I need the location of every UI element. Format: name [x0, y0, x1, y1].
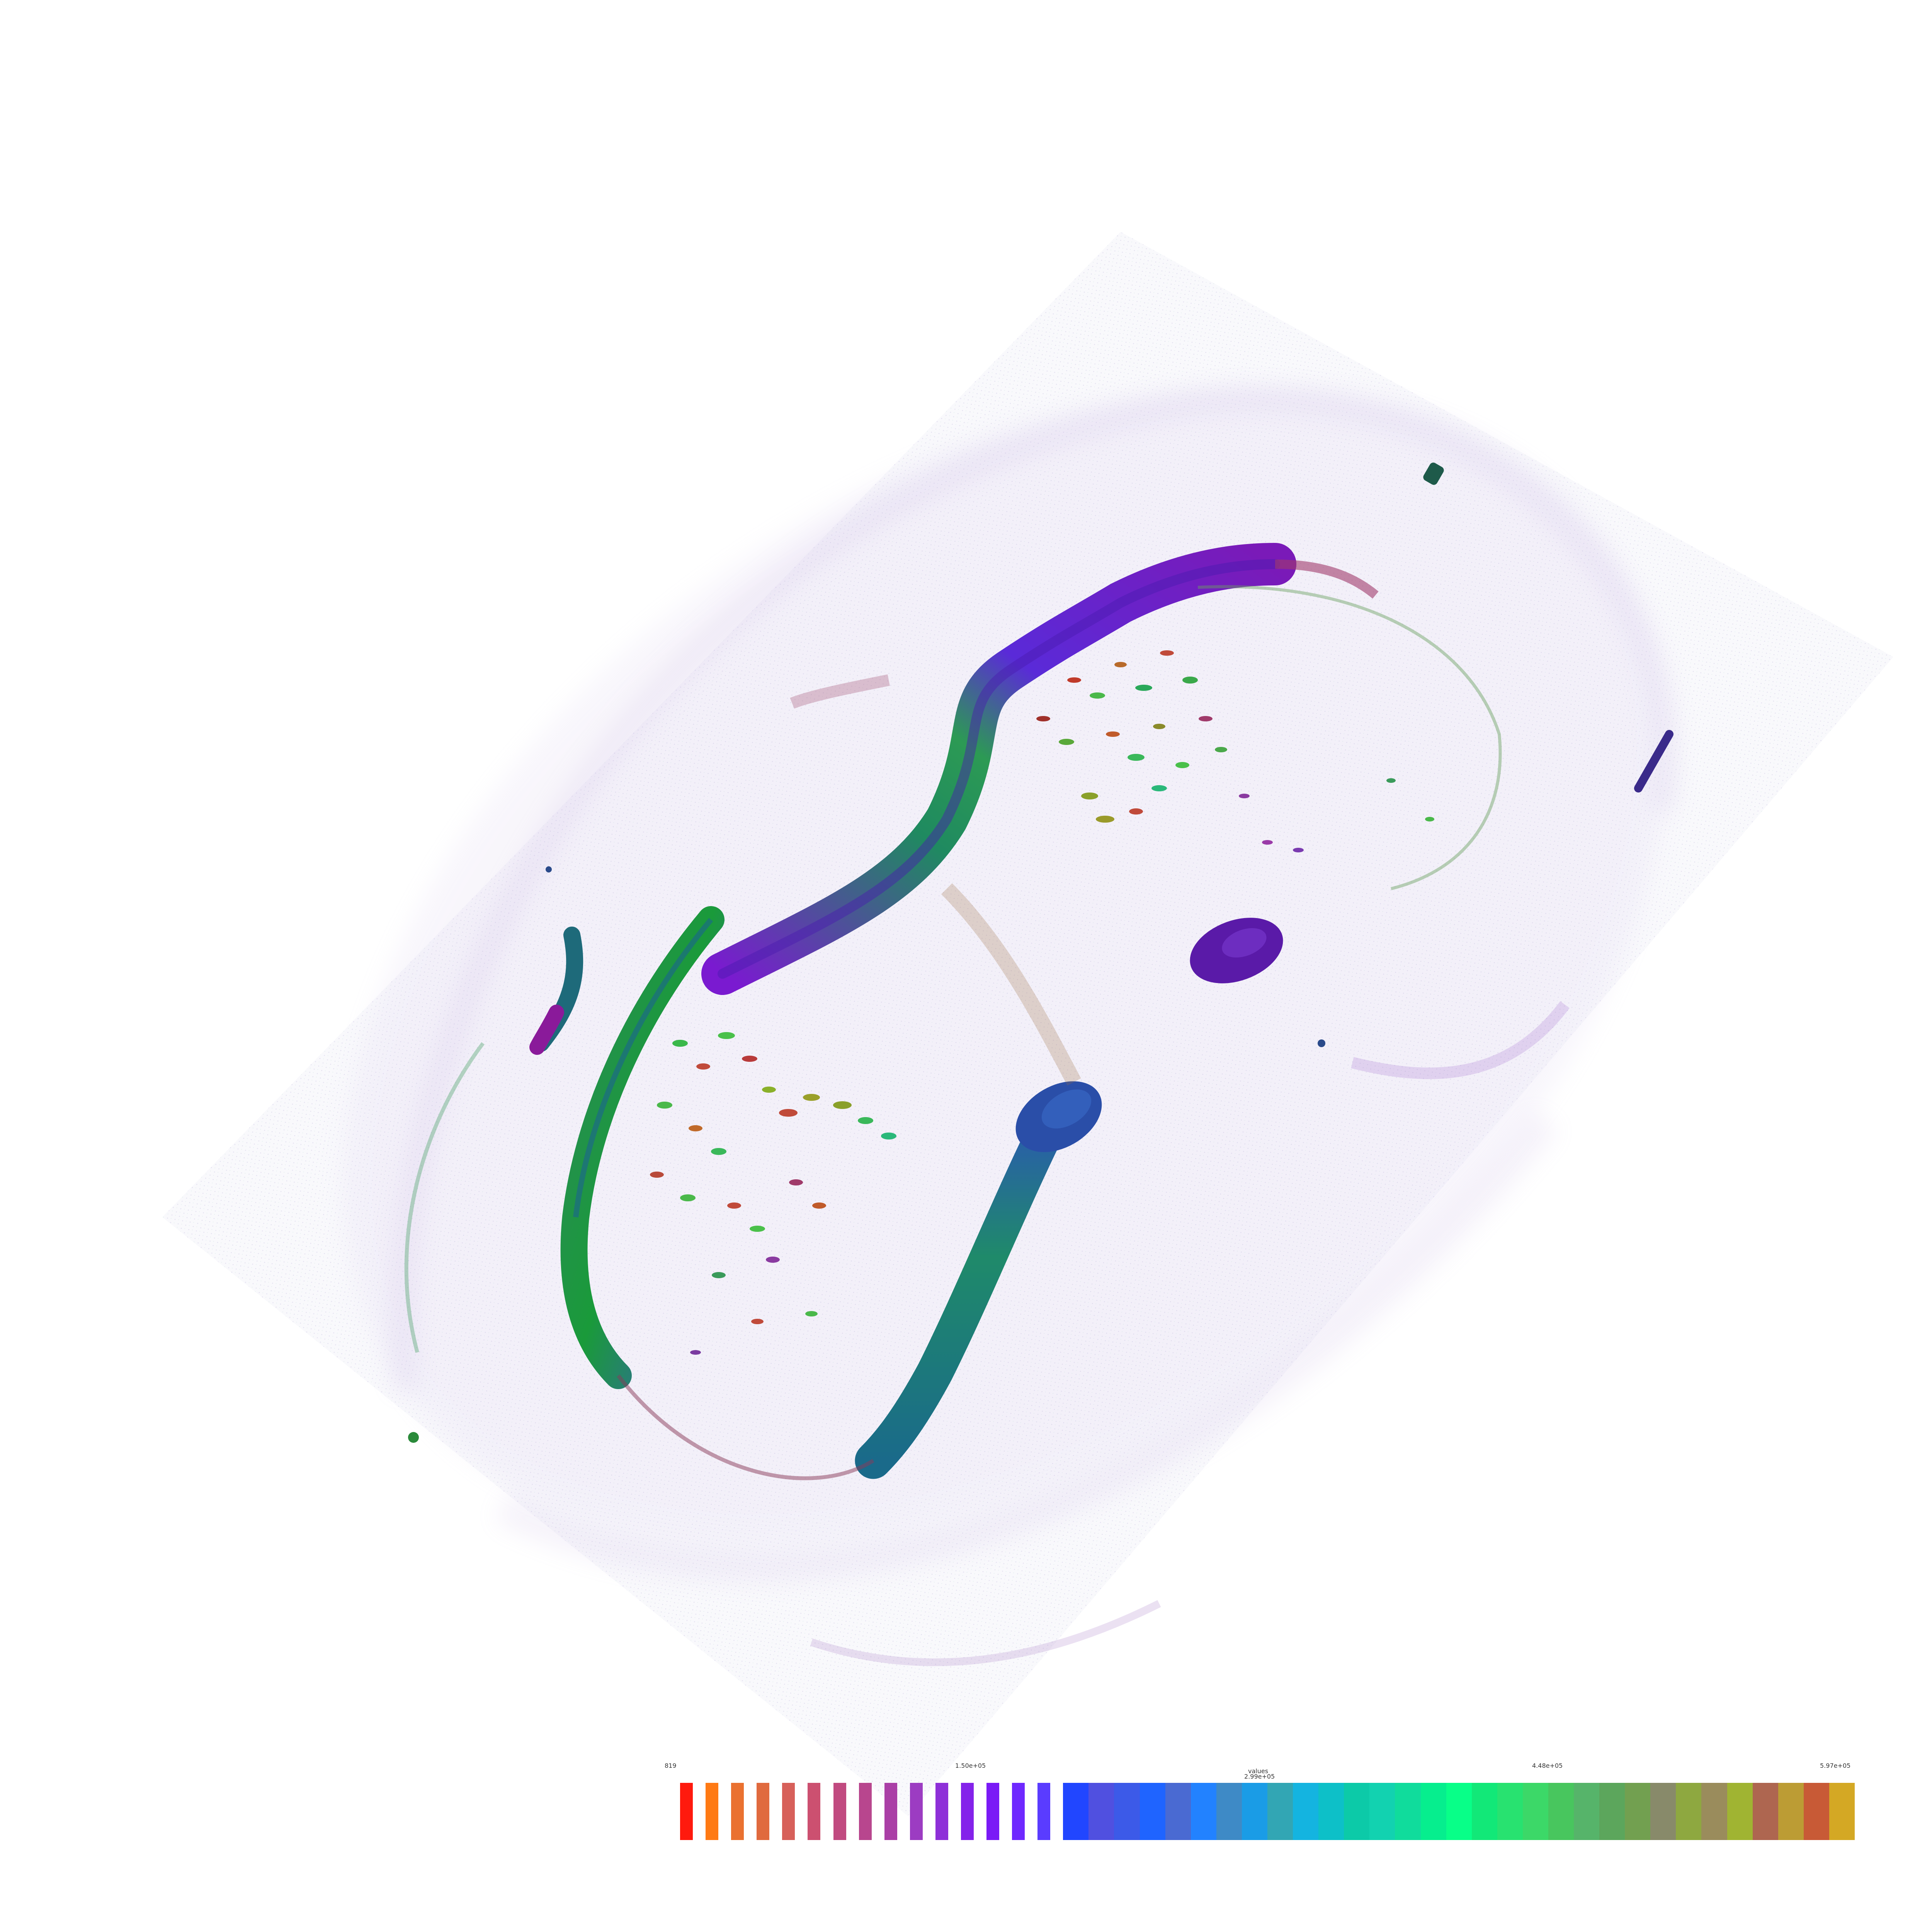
scale-swatch [1829, 1783, 1855, 1840]
scale-swatch [1267, 1783, 1293, 1840]
scale-swatch [935, 1783, 948, 1840]
scale-swatch [757, 1783, 770, 1840]
scale-swatch [680, 1783, 693, 1840]
scale-swatch [1752, 1783, 1778, 1840]
scale-title: values [1248, 1767, 1269, 1775]
outline-arcs [404, 585, 1570, 1667]
scale-tick-max: 5.97e+05 [1820, 1762, 1851, 1769]
speckles-upper [1036, 650, 1434, 852]
scale-swatch [731, 1783, 744, 1840]
scale-swatch [1650, 1783, 1676, 1840]
scale-swatch [1701, 1783, 1727, 1840]
scale-swatches [680, 1783, 1859, 1840]
scale-tick-4: 4.48e+05 [1532, 1762, 1563, 1769]
scale-swatch [1395, 1783, 1421, 1840]
scale-swatch [1727, 1783, 1753, 1840]
scale-tick-2: 1.50e+05 [955, 1762, 986, 1769]
scale-swatch [1446, 1783, 1472, 1840]
scale-swatch [1344, 1783, 1370, 1840]
scale-swatch [1548, 1783, 1574, 1840]
scale-swatch [1216, 1783, 1242, 1840]
scale-swatch [961, 1783, 974, 1840]
left-ridge [560, 906, 724, 1389]
scale-swatch [884, 1783, 897, 1840]
scale-swatch [1293, 1783, 1319, 1840]
scale-swatch [1012, 1783, 1025, 1840]
scale-swatch [1574, 1783, 1600, 1840]
scale-swatch [782, 1783, 795, 1840]
dark-blob [1190, 918, 1283, 983]
scale-swatch [1599, 1783, 1625, 1840]
stem-bulb [855, 1081, 1102, 1479]
scale-swatch [1471, 1783, 1497, 1840]
scale-swatch [1139, 1783, 1165, 1840]
scale-swatch [1420, 1783, 1446, 1840]
scale-tick-3: 2.99e+05 [1244, 1773, 1275, 1780]
scale-swatch [1114, 1783, 1140, 1840]
scale-swatch [1242, 1783, 1267, 1840]
scale-swatch [1165, 1783, 1191, 1840]
main-ridge [701, 543, 1379, 995]
scale-swatch [808, 1783, 821, 1840]
scale-swatch [986, 1783, 1000, 1840]
scale-swatch [1522, 1783, 1548, 1840]
scale-swatch [859, 1783, 872, 1840]
scale-swatch [1037, 1783, 1051, 1840]
scale-swatch [1625, 1783, 1651, 1840]
color-scale-bar: 819 1.50e+05 values 2.99e+05 4.48e+05 5.… [665, 1762, 1862, 1840]
scale-swatch [1063, 1783, 1089, 1840]
scale-swatch [1369, 1783, 1395, 1840]
speckles-lower [650, 1032, 896, 1355]
scale-swatch [1190, 1783, 1216, 1840]
scale-swatch [1803, 1783, 1829, 1840]
scale-swatch [1088, 1783, 1114, 1840]
small-features [408, 463, 1673, 1443]
scale-swatch [1497, 1783, 1523, 1840]
scale-swatch [833, 1783, 846, 1840]
left-capsule [529, 927, 583, 1055]
scale-swatch [910, 1783, 923, 1840]
scale-tick-min: 819 [665, 1762, 677, 1769]
scale-swatch [706, 1783, 719, 1840]
tissue-haze [162, 232, 1893, 1816]
scale-swatch [1676, 1783, 1702, 1840]
scale-swatch [1778, 1783, 1804, 1840]
scale-swatch [1318, 1783, 1344, 1840]
